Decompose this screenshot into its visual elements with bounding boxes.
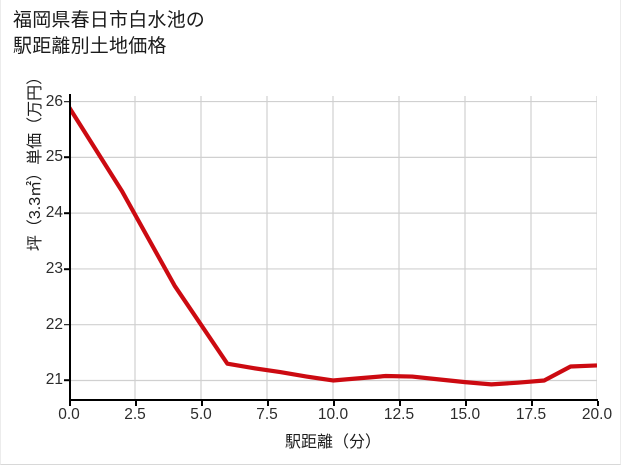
y-tick-label: 21 (45, 371, 63, 389)
y-tick-label: 24 (45, 204, 63, 222)
x-tick-mark (597, 401, 599, 406)
data-series-group (69, 106, 597, 387)
y-axis-tick-labels: 21 22 23 24 25 26 (1, 0, 63, 465)
x-tick-label: 7.5 (256, 406, 278, 423)
y-tick-mark (64, 268, 69, 270)
gridlines (69, 96, 597, 400)
x-axis-spine (69, 399, 598, 401)
x-tick-mark (201, 401, 203, 406)
x-tick-mark (135, 401, 137, 406)
y-tick-mark (64, 323, 69, 326)
x-axis-label: 駅距離（分） (284, 434, 381, 451)
y-tick-label: 22 (45, 315, 63, 333)
x-tick-label: 5.0 (190, 406, 212, 423)
plot-area (69, 96, 597, 400)
y-tick-label: 26 (45, 92, 63, 110)
x-tick-label: 0.0 (58, 406, 80, 423)
plot-svg (69, 96, 597, 400)
y-tick-label: 25 (45, 148, 63, 166)
y-tick-mark (64, 212, 69, 214)
x-tick-mark (267, 401, 269, 406)
x-tick-mark (531, 401, 533, 406)
y-axis-spine (69, 94, 71, 402)
x-tick-mark (333, 401, 335, 406)
x-tick-label: 10.0 (317, 406, 349, 423)
y-tick-label: 23 (45, 259, 63, 277)
x-tick-label: 2.5 (124, 406, 146, 423)
y-tick-mark (64, 156, 69, 159)
x-tick-label: 12.5 (383, 406, 415, 423)
y-axis-label: 坪（3.3㎡）単価（万円） (27, 68, 44, 252)
x-tick-label: 17.5 (515, 406, 547, 423)
x-tick-label: 20.0 (581, 406, 613, 423)
chart-title: 福岡県春日市白水池の 駅距離別土地価格 (13, 10, 206, 58)
x-tick-label: 15.0 (449, 406, 481, 423)
y-tick-mark (64, 100, 69, 103)
x-tick-mark (399, 401, 401, 406)
y-tick-mark (64, 379, 69, 382)
x-tick-mark (69, 401, 71, 406)
data-line-坪単価 (69, 106, 597, 387)
x-tick-mark (465, 401, 467, 406)
